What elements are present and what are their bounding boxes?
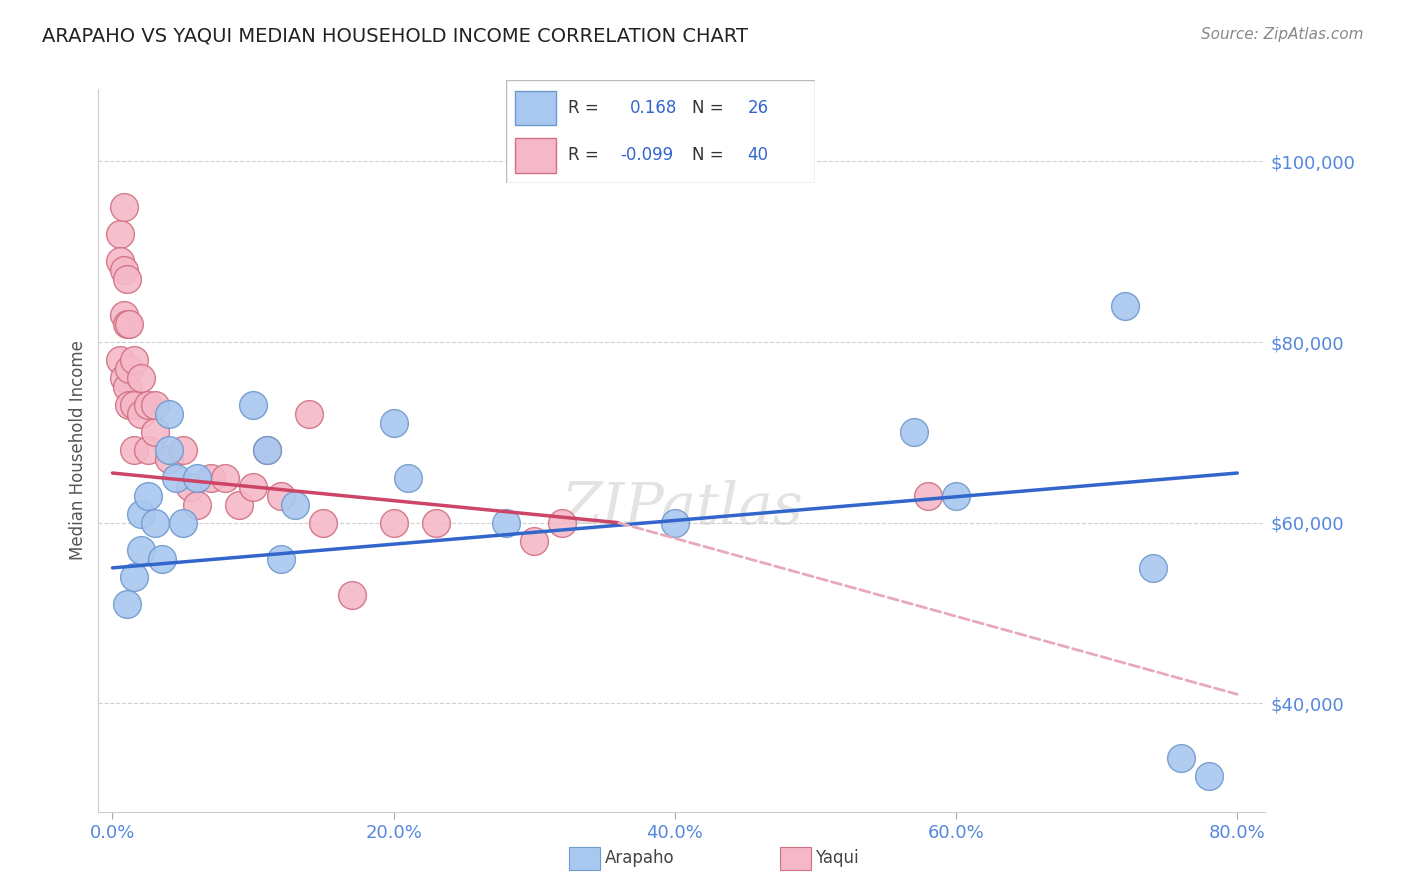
Point: [129, 371, 152, 385]
Point: [186, 498, 208, 512]
Point: [115, 272, 138, 286]
Point: [228, 498, 250, 512]
Point: [200, 470, 222, 484]
Point: [129, 407, 152, 421]
Text: ARAPAHO VS YAQUI MEDIAN HOUSEHOLD INCOME CORRELATION CHART: ARAPAHO VS YAQUI MEDIAN HOUSEHOLD INCOME…: [42, 27, 748, 45]
Point: [122, 398, 145, 412]
Point: [115, 317, 138, 331]
Point: [118, 398, 141, 412]
Text: 40: 40: [748, 146, 769, 164]
Point: [186, 470, 208, 484]
Point: [143, 398, 166, 412]
Point: [1142, 561, 1164, 575]
Point: [1198, 769, 1220, 783]
Point: [136, 398, 159, 412]
Point: [165, 470, 187, 484]
FancyBboxPatch shape: [506, 80, 815, 183]
Point: [143, 425, 166, 440]
Point: [122, 353, 145, 368]
FancyBboxPatch shape: [516, 91, 555, 126]
Point: [495, 516, 517, 530]
Point: [108, 227, 131, 241]
Text: 26: 26: [748, 99, 769, 117]
Point: [1170, 750, 1192, 764]
Point: [523, 533, 546, 548]
Point: [256, 443, 278, 458]
Point: [118, 362, 141, 376]
Point: [118, 317, 141, 331]
Text: N =: N =: [692, 99, 723, 117]
Text: Arapaho: Arapaho: [605, 849, 675, 867]
Point: [157, 443, 180, 458]
Point: [425, 516, 447, 530]
Point: [136, 489, 159, 503]
Point: [214, 470, 236, 484]
Point: [312, 516, 335, 530]
Point: [256, 443, 278, 458]
Text: Yaqui: Yaqui: [815, 849, 859, 867]
Point: [382, 516, 405, 530]
Text: R =: R =: [568, 99, 599, 117]
Point: [551, 516, 574, 530]
Point: [1114, 299, 1136, 313]
FancyBboxPatch shape: [516, 137, 555, 173]
Point: [664, 516, 686, 530]
Text: Source: ZipAtlas.com: Source: ZipAtlas.com: [1201, 27, 1364, 42]
Point: [129, 507, 152, 521]
Point: [112, 262, 135, 277]
Point: [172, 443, 194, 458]
Text: ZIPatlas: ZIPatlas: [561, 480, 803, 536]
Point: [157, 407, 180, 421]
Text: -0.099: -0.099: [620, 146, 673, 164]
Point: [396, 470, 419, 484]
Point: [298, 407, 321, 421]
Point: [340, 588, 363, 602]
Point: [150, 551, 173, 566]
Point: [108, 253, 131, 268]
Text: N =: N =: [692, 146, 723, 164]
Point: [903, 425, 925, 440]
Point: [179, 480, 201, 494]
Point: [270, 489, 292, 503]
Text: R =: R =: [568, 146, 599, 164]
Point: [270, 551, 292, 566]
Point: [136, 443, 159, 458]
Point: [112, 371, 135, 385]
Point: [945, 489, 967, 503]
Point: [242, 480, 264, 494]
Point: [917, 489, 939, 503]
Point: [382, 417, 405, 431]
Point: [242, 398, 264, 412]
Point: [115, 380, 138, 394]
Point: [129, 542, 152, 557]
Point: [112, 308, 135, 322]
Point: [172, 516, 194, 530]
Y-axis label: Median Household Income: Median Household Income: [69, 341, 87, 560]
Point: [143, 516, 166, 530]
Point: [112, 200, 135, 214]
Point: [122, 443, 145, 458]
Point: [157, 452, 180, 467]
Point: [122, 570, 145, 584]
Point: [284, 498, 307, 512]
Text: 0.168: 0.168: [630, 99, 678, 117]
Point: [108, 353, 131, 368]
Point: [115, 597, 138, 611]
